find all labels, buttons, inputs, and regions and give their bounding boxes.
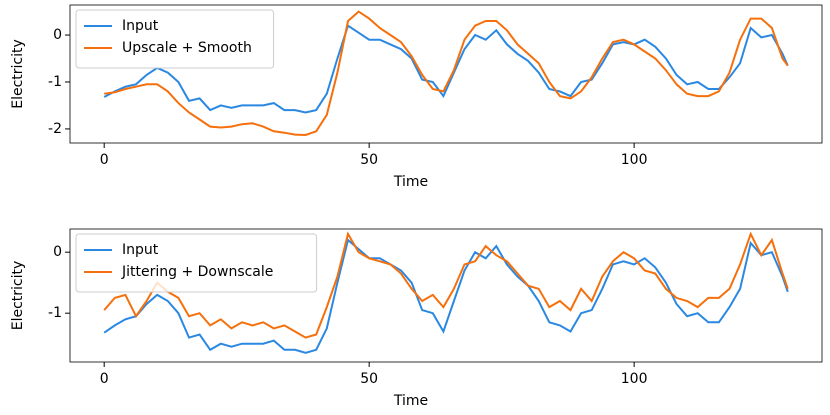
x-tick-label: 0 <box>100 152 109 168</box>
y-tick-label: 0 <box>53 244 62 260</box>
x-axis-label: Time <box>393 174 428 190</box>
y-tick-label: -1 <box>48 74 62 90</box>
x-axis-label: Time <box>393 393 428 409</box>
x-tick-label: 0 <box>100 371 109 387</box>
x-tick-label: 50 <box>360 371 378 387</box>
legend-label: Upscale + Smooth <box>122 40 252 56</box>
legend-label: Input <box>122 18 159 34</box>
axes-frame <box>69 228 823 363</box>
legend-box <box>75 9 275 69</box>
y-axis-label: Electricity <box>10 261 26 331</box>
series-line <box>104 10 789 137</box>
series-line <box>103 231 789 339</box>
legend-label: Jittering + Downscale <box>121 264 273 280</box>
y-axis-label: Electricity <box>10 39 26 109</box>
x-tick-label: 100 <box>621 371 648 387</box>
series-line <box>103 238 789 354</box>
y-tick-label: -1 <box>48 305 62 321</box>
axes-frame <box>69 4 823 144</box>
series-line <box>103 24 789 114</box>
legend-box <box>75 233 318 293</box>
x-tick-label: 100 <box>621 152 648 168</box>
x-tick-label: 50 <box>360 152 378 168</box>
legend-label: Input <box>122 242 159 258</box>
y-tick-label: 0 <box>53 27 62 43</box>
y-tick-label: -2 <box>48 121 62 137</box>
